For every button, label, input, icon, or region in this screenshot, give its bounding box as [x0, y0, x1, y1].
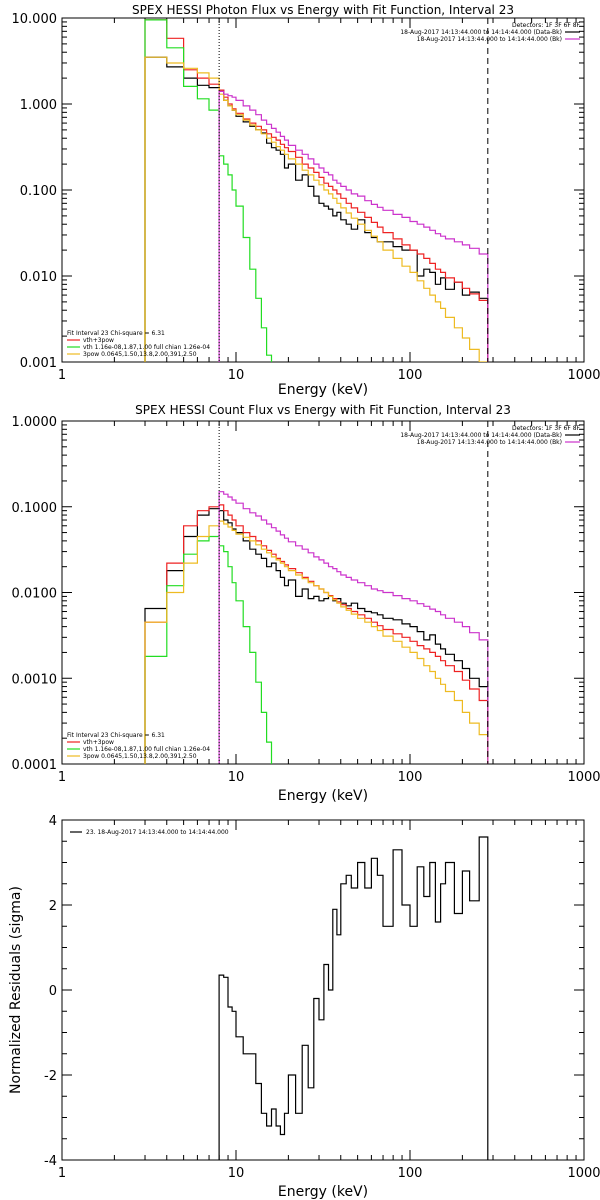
- y-tick-label: -4: [44, 1154, 57, 1169]
- x-tick-label: 10: [228, 770, 245, 785]
- y-axis-label: Normalized Residuals (sigma): [8, 886, 24, 1094]
- series-line-3: [144, 19, 273, 362]
- y-tick-label: 1.0000: [12, 415, 58, 430]
- x-tick-label: 100: [398, 1166, 423, 1181]
- y-tick-label: 1.000: [20, 98, 57, 113]
- series-line-4: [144, 56, 489, 362]
- chart-title: SPEX HESSI Count Flux vs Energy with Fit…: [135, 403, 511, 417]
- legend-entry: Fit Interval 23 Chi-square = 6.31: [67, 330, 165, 337]
- y-tick-label: -2: [44, 1069, 57, 1084]
- legend-entry: 18-Aug-2017 14:13:44.000 to 14:14:44.000…: [417, 439, 562, 446]
- x-axis-label: Energy (keV): [278, 382, 368, 398]
- series-line-1: [218, 836, 489, 1160]
- legend-entry: 18-Aug-2017 14:13:44.000 to 14:14:44.000…: [400, 432, 562, 439]
- chart-panel-2: SPEX HESSI Count Flux vs Energy with Fit…: [12, 403, 600, 804]
- series-line-5: [218, 491, 489, 764]
- legend-entry: 23. 18-Aug-2017 14:13:44.000 to 14:14:44…: [86, 829, 229, 836]
- x-axis-label: Energy (keV): [278, 1184, 368, 1200]
- plot-frame: [61, 420, 585, 765]
- x-tick-label: 1: [58, 368, 66, 383]
- legend-entry: vth+3pow: [83, 739, 114, 746]
- x-tick-label: 1: [58, 1166, 66, 1181]
- x-tick-label: 1000: [567, 770, 600, 785]
- legend-entry: 3pow 0.0645,1.50,13.8,2.00,391,2.50: [83, 753, 197, 760]
- chart-title: SPEX HESSI Photon Flux vs Energy with Fi…: [132, 3, 514, 17]
- x-tick-label: 1000: [567, 368, 600, 383]
- x-axis-label: Energy (keV): [278, 788, 368, 804]
- y-tick-label: 2: [49, 899, 57, 914]
- y-tick-label: 0.0010: [12, 672, 58, 687]
- y-tick-label: 0.010: [20, 270, 57, 285]
- plot-frame: [61, 17, 585, 363]
- legend-entry: 3pow 0.0645,1.50,13.8,2.00,391,2.50: [83, 351, 197, 358]
- x-tick-label: 10: [228, 1166, 245, 1181]
- legend-entry: vth 1.16e-08,1.87,1.00 full chian 1.26e-…: [83, 746, 210, 753]
- y-tick-label: 0.100: [20, 184, 57, 199]
- y-tick-label: 10.000: [12, 12, 58, 27]
- legend-entry: vth 1.16e-08,1.87,1.00 full chian 1.26e-…: [83, 344, 210, 351]
- legend-entry: Detectors: 1F 3F 6F 8F: [512, 22, 581, 29]
- x-tick-label: 1: [58, 770, 66, 785]
- y-tick-label: 0.001: [20, 356, 57, 371]
- series-line-4: [144, 520, 489, 764]
- y-tick-label: 0.0100: [12, 587, 58, 602]
- series-line-3: [144, 535, 273, 764]
- legend-entry: 18-Aug-2017 14:13:44.000 to 14:14:44.000…: [400, 29, 562, 36]
- x-tick-label: 100: [398, 770, 423, 785]
- x-tick-label: 1000: [567, 1166, 600, 1181]
- series-line-2: [144, 19, 489, 362]
- chart-panel-1: SPEX HESSI Photon Flux vs Energy with Fi…: [12, 3, 600, 398]
- series-line-2: [144, 504, 489, 764]
- legend-entry: Fit Interval 23 Chi-square = 6.31: [67, 732, 165, 739]
- y-tick-label: 0.1000: [12, 501, 58, 516]
- series-line-5: [218, 90, 489, 362]
- x-tick-label: 10: [228, 368, 245, 383]
- y-tick-label: 0: [49, 984, 57, 999]
- legend-entry: vth+3pow: [83, 337, 114, 344]
- y-tick-label: 0.0001: [12, 758, 58, 773]
- series-line-1: [144, 508, 489, 764]
- x-tick-label: 100: [398, 368, 423, 383]
- y-tick-label: 4: [49, 814, 57, 829]
- plot-frame: [61, 819, 585, 1161]
- chart-panel-3: Energy (keV) Normalized Residuals (sigma)…: [8, 814, 600, 1200]
- legend-entry: Detectors: 1F 3F 6F 8F: [512, 425, 581, 432]
- legend-entry: 18-Aug-2017 14:13:44.000 to 14:14:44.000…: [417, 36, 562, 43]
- series-line-1: [144, 56, 489, 362]
